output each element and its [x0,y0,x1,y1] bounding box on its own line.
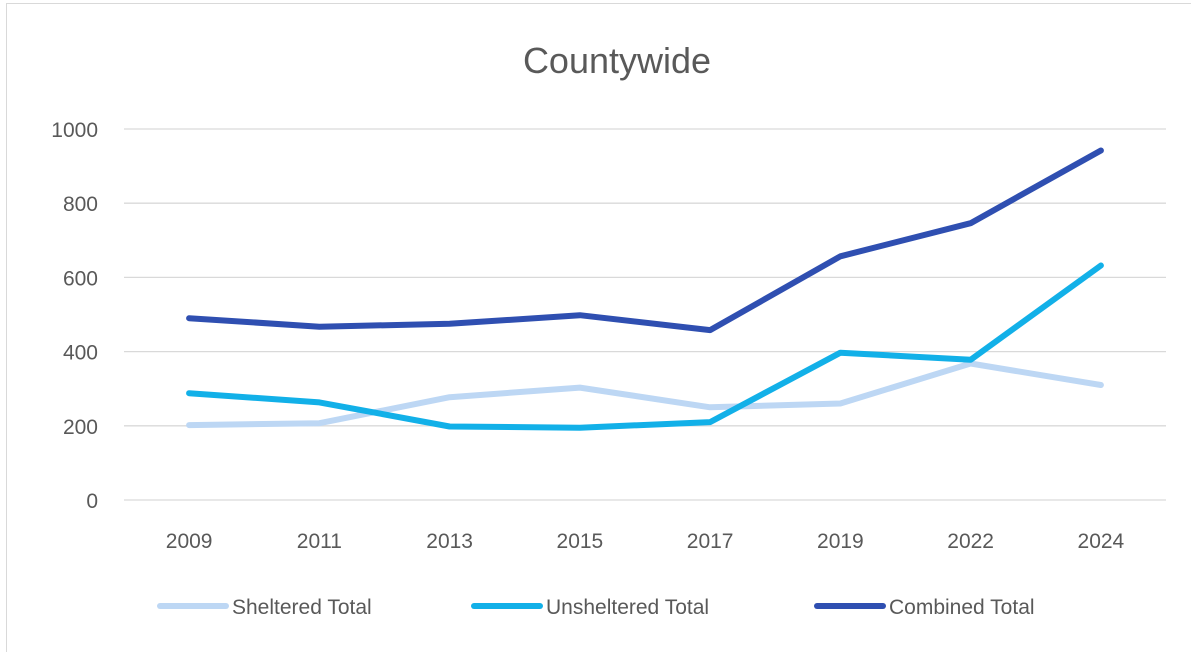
legend: Sheltered Total Unsheltered Total Combined… [157,596,1035,619]
y-axis-ticks: 0 200 400 600 800 1000 [51,119,98,513]
legend-label: Unsheltered Total [546,596,709,619]
series-line-sheltered-total [186,360,1104,429]
legend-label: Sheltered Total [232,596,372,619]
x-tick-label: 2024 [1078,530,1125,553]
legend-item[interactable]: Unsheltered Total [471,596,709,619]
y-tick-label: 800 [63,193,98,216]
y-tick-label: 0 [86,490,98,513]
y-tick-label: 400 [63,342,98,365]
x-tick-label: 2019 [817,530,864,553]
gridlines [124,128,1166,501]
x-tick-label: 2011 [297,530,342,553]
series-line-unsheltered-total [186,262,1104,431]
y-tick-label: 600 [63,267,98,290]
chart-frame [6,3,1191,652]
x-tick-label: 2015 [557,530,604,553]
chart-title: Countywide [523,40,711,81]
legend-item[interactable]: Sheltered Total [157,596,372,619]
legend-item[interactable]: Combined Total [814,596,1035,619]
x-tick-label: 2009 [166,530,213,553]
x-tick-label: 2022 [947,530,994,553]
x-tick-label: 2013 [426,530,473,553]
x-tick-label: 2017 [687,530,734,553]
y-tick-label: 200 [63,416,98,439]
series-lines [186,147,1104,431]
x-axis-ticks: 2009 2011 2013 2015 2017 2019 2022 2024 [166,530,1125,553]
series-line-combined-total [186,147,1104,334]
y-tick-label: 1000 [51,119,98,142]
legend-label: Combined Total [889,596,1035,619]
